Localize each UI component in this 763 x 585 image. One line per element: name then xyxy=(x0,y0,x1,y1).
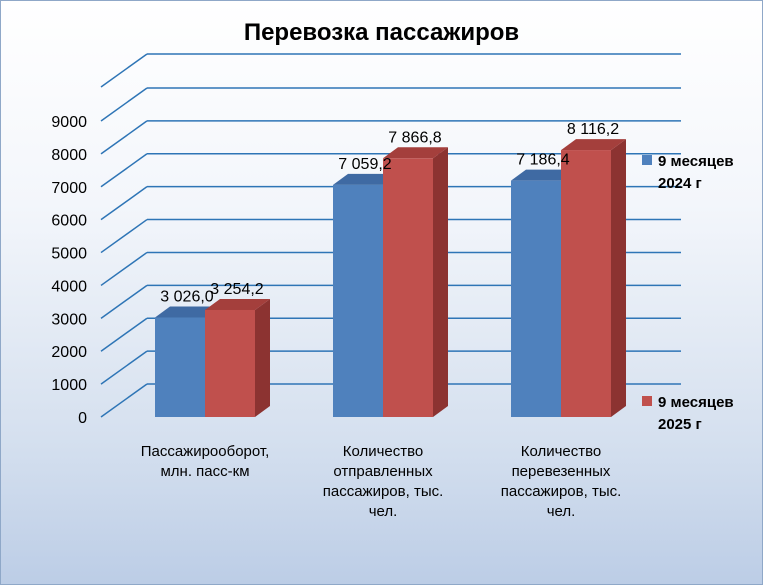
legend-item-2024: 9 месяцев 2024 г xyxy=(642,151,734,195)
gridline-side xyxy=(100,120,148,155)
x-category-label-0: Пассажирооборот, млн. пасс-км xyxy=(130,442,280,482)
y-tick-label: 2000 xyxy=(51,344,87,361)
category-label-line: отправленных xyxy=(333,463,433,480)
bar-front xyxy=(205,309,255,417)
category-label-line: пассажиров, тыс. xyxy=(322,483,444,500)
bar-top xyxy=(155,306,220,318)
y-tick-label: 9000 xyxy=(51,114,87,131)
y-tick-label: 5000 xyxy=(51,246,87,263)
bar-top xyxy=(561,139,626,151)
legend-label-line1: 9 месяцев xyxy=(658,394,734,411)
bar-side xyxy=(255,298,270,417)
y-tick-label: 3000 xyxy=(51,311,87,328)
gridline-side xyxy=(100,317,148,352)
legend-swatch xyxy=(642,396,652,406)
legend-swatch xyxy=(642,155,652,165)
bar-front xyxy=(383,158,433,417)
y-tick-label: 6000 xyxy=(51,213,87,230)
chart-title: Перевозка пассажиров xyxy=(243,19,520,46)
category-label-line: пассажиров, тыс. xyxy=(500,483,622,500)
bar-2025-0 xyxy=(205,298,270,417)
bar-top xyxy=(383,147,448,159)
legend-item-2025: 9 месяцев 2025 г xyxy=(642,392,734,436)
bar-front xyxy=(511,180,561,417)
data-label: 8 116,2 xyxy=(567,121,619,138)
data-label: 7 186,4 xyxy=(516,152,569,169)
y-tick-label: 0 xyxy=(78,410,87,427)
category-label-line: чел. xyxy=(546,503,576,520)
bar-top xyxy=(205,298,270,310)
data-label: 7 866,8 xyxy=(388,129,441,146)
gridline-side xyxy=(100,153,148,188)
x-category-label-1: Количество отправленных пассажиров, тыс. че… xyxy=(308,442,458,522)
bar-front xyxy=(333,184,383,417)
category-label-line: млн. пасс-км xyxy=(160,463,250,480)
bar-side xyxy=(611,139,626,417)
y-tick-label: 8000 xyxy=(51,147,87,164)
gridline-side xyxy=(100,350,148,385)
bar-2025-2 xyxy=(561,139,626,417)
gridline-side xyxy=(100,284,148,319)
legend-label-line2: 2025 г xyxy=(658,416,702,433)
category-label-line: Количество xyxy=(342,443,424,460)
legend-label-line1: 9 месяцев xyxy=(658,153,734,170)
y-tick-label: 4000 xyxy=(51,278,87,295)
category-label-line: перевезенных xyxy=(511,463,611,480)
category-label-line: Количество xyxy=(520,443,602,460)
data-label: 3 026,0 xyxy=(160,288,213,305)
x-category-label-2: Количество перевезенных пассажиров, тыс. че… xyxy=(486,442,636,522)
data-label: 7 059,2 xyxy=(338,156,391,173)
gridline-side xyxy=(100,87,148,122)
legend-label-line2: 2024 г xyxy=(658,175,702,192)
bar-top xyxy=(511,169,576,181)
data-label: 3 254,2 xyxy=(210,281,263,298)
y-tick-label: 1000 xyxy=(51,377,87,394)
y-tick-label: 7000 xyxy=(51,180,87,197)
gridline-side xyxy=(100,251,148,287)
bar-2025-1 xyxy=(383,147,448,417)
category-label-line: Пассажирооборот, xyxy=(140,443,270,460)
gridline-side xyxy=(100,218,148,254)
bar-top xyxy=(333,173,398,185)
bar-front xyxy=(155,317,205,417)
gridline-side xyxy=(100,53,148,88)
bar-front xyxy=(561,150,611,417)
bar-side xyxy=(433,147,448,417)
gridline-side xyxy=(100,383,148,418)
gridline-side xyxy=(100,186,148,221)
category-label-line: чел. xyxy=(368,503,398,520)
